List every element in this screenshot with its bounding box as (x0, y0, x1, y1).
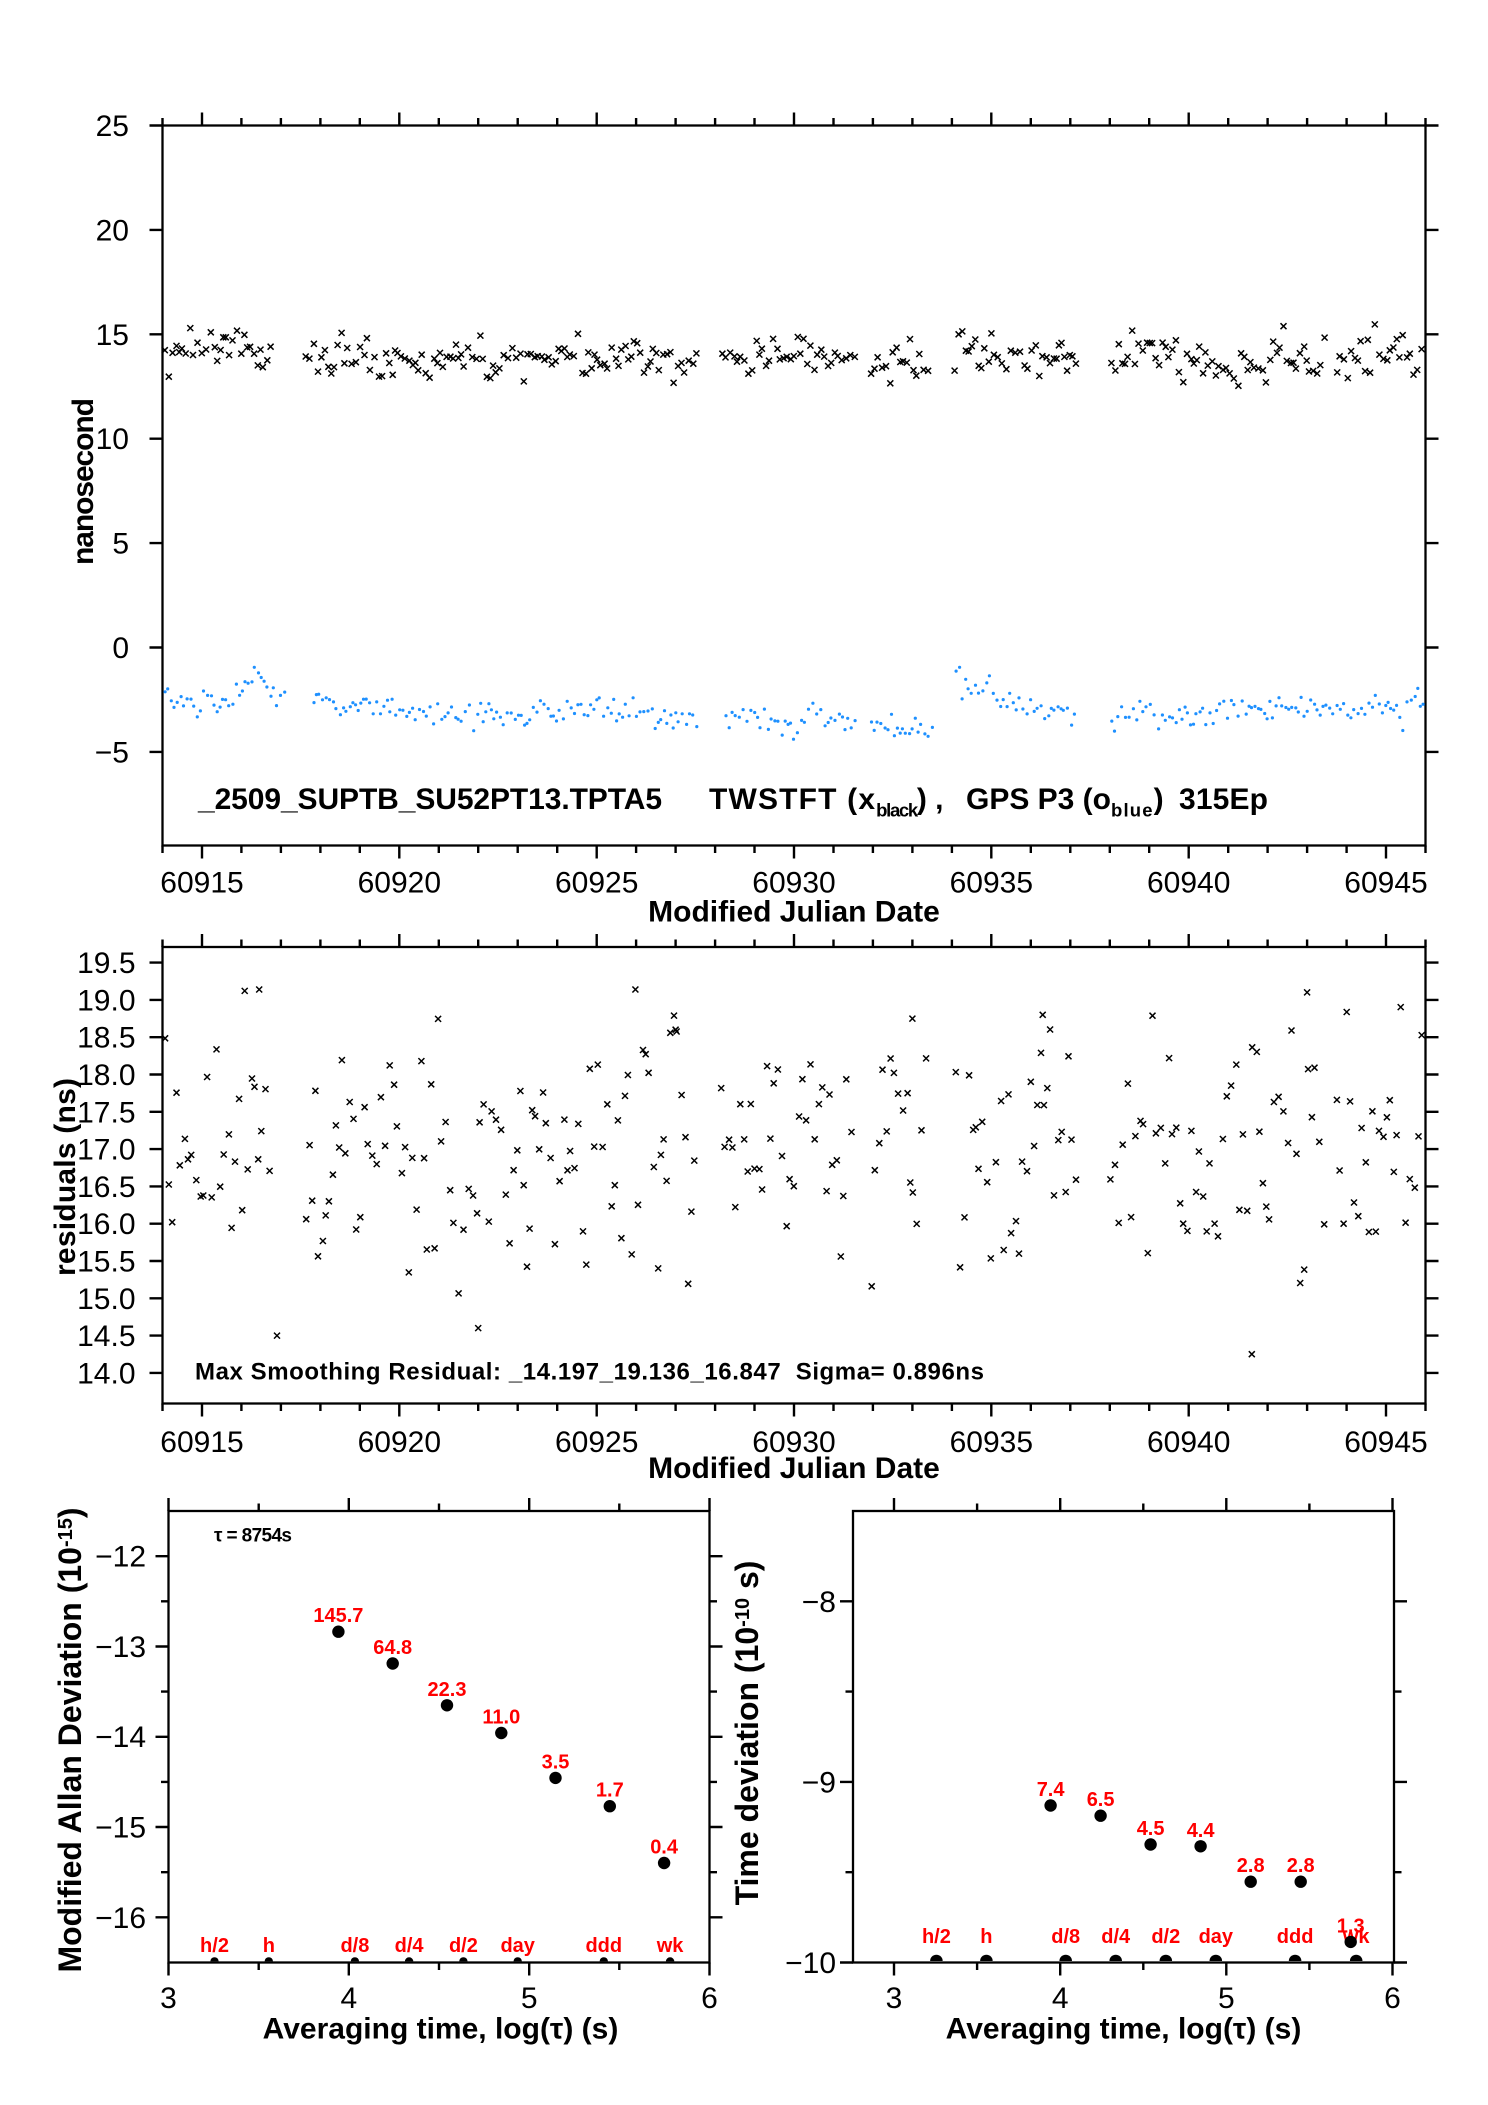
svg-text:ddd: ddd (585, 1935, 622, 1957)
svg-text:Modified Julian Date: Modified Julian Date (648, 1452, 940, 1485)
svg-text:1.3: 1.3 (1337, 1915, 1365, 1937)
svg-text:3.5: 3.5 (542, 1751, 570, 1773)
svg-text:h/2: h/2 (200, 1935, 229, 1957)
svg-text:h/2: h/2 (922, 1926, 951, 1948)
svg-text:145.7: 145.7 (313, 1605, 363, 1627)
svg-text:2.8: 2.8 (1237, 1855, 1265, 1877)
svg-text:60945: 60945 (1344, 867, 1427, 900)
svg-text:residuals (ns): residuals (ns) (49, 1078, 82, 1276)
svg-text:60925: 60925 (555, 1426, 638, 1459)
svg-text:d/4: d/4 (1101, 1926, 1131, 1948)
svg-text:14.5: 14.5 (77, 1320, 135, 1353)
svg-text:7.4: 7.4 (1037, 1779, 1066, 1801)
svg-text:h: h (263, 1935, 275, 1957)
svg-text:d/4: d/4 (395, 1935, 425, 1957)
svg-text:−5: −5 (95, 736, 129, 769)
svg-text:1.7: 1.7 (596, 1780, 624, 1802)
svg-text:60940: 60940 (1147, 867, 1230, 900)
svg-text:60915: 60915 (160, 867, 243, 900)
svg-text:25: 25 (96, 110, 129, 143)
svg-text:4.5: 4.5 (1137, 1818, 1165, 1840)
svg-text:wk: wk (656, 1935, 685, 1957)
svg-text:18.5: 18.5 (77, 1022, 135, 1055)
svg-text:−15: −15 (95, 1812, 146, 1845)
svg-text:4.4: 4.4 (1187, 1820, 1216, 1842)
svg-text:60915: 60915 (160, 1426, 243, 1459)
svg-text:−12: −12 (95, 1541, 146, 1574)
svg-text:60925: 60925 (555, 867, 638, 900)
svg-text:60940: 60940 (1147, 1426, 1230, 1459)
svg-text:15: 15 (96, 319, 129, 352)
svg-text:15.5: 15.5 (77, 1246, 135, 1279)
svg-text:Averaging time, log(τ) (s): Averaging time, log(τ) (s) (946, 2013, 1302, 2046)
svg-text:−10: −10 (785, 1947, 836, 1980)
svg-text:60935: 60935 (950, 1426, 1033, 1459)
svg-text:16.5: 16.5 (77, 1171, 135, 1204)
svg-text:6: 6 (1384, 1982, 1401, 2015)
svg-text:60945: 60945 (1344, 1426, 1427, 1459)
svg-text:19.0: 19.0 (77, 984, 135, 1017)
svg-text:4: 4 (1052, 1982, 1069, 2015)
svg-text:17.5: 17.5 (77, 1096, 135, 1129)
svg-text:6: 6 (701, 1982, 718, 2015)
svg-text:15.0: 15.0 (77, 1283, 135, 1316)
svg-text:d/8: d/8 (340, 1935, 369, 1957)
svg-text:GPS P3 (oblue): GPS P3 (oblue) (966, 783, 1164, 821)
svg-text:19.5: 19.5 (77, 947, 135, 980)
svg-text:60930: 60930 (752, 1426, 835, 1459)
svg-text:5: 5 (1218, 1982, 1235, 2015)
svg-text:5: 5 (521, 1982, 538, 2015)
svg-text:−9: −9 (802, 1766, 836, 1799)
svg-text:day: day (1199, 1926, 1234, 1948)
svg-text:3: 3 (160, 1982, 177, 2015)
svg-text:315Ep: 315Ep (1179, 783, 1268, 816)
svg-text:d/2: d/2 (449, 1935, 478, 1957)
svg-text:_2509_SUPTB_SU52PT13.TPTA5: _2509_SUPTB_SU52PT13.TPTA5 (197, 783, 662, 816)
svg-text:16.0: 16.0 (77, 1208, 135, 1241)
svg-text:−14: −14 (95, 1721, 146, 1754)
svg-text:0.4: 0.4 (650, 1837, 679, 1859)
svg-text:τ = 8754s: τ = 8754s (214, 1526, 292, 1547)
svg-text:18.0: 18.0 (77, 1059, 135, 1092)
svg-text:−13: −13 (95, 1631, 146, 1664)
svg-text:60930: 60930 (752, 867, 835, 900)
svg-text:h: h (980, 1926, 992, 1948)
svg-text:60920: 60920 (358, 867, 441, 900)
svg-text:Modified Julian Date: Modified Julian Date (648, 895, 940, 928)
svg-text:Modified Allan Deviation (10-1: Modified Allan Deviation (10-15) (52, 1507, 88, 1972)
svg-text:ddd: ddd (1277, 1926, 1314, 1948)
svg-text:60920: 60920 (358, 1426, 441, 1459)
svg-text:Max Smoothing Residual: _14.19: Max Smoothing Residual: _14.197_19.136_1… (195, 1358, 984, 1385)
svg-text:−8: −8 (802, 1586, 836, 1619)
svg-text:day: day (500, 1935, 535, 1957)
svg-text:10: 10 (96, 423, 129, 456)
svg-text:22.3: 22.3 (428, 1679, 467, 1701)
svg-text:d/2: d/2 (1151, 1926, 1180, 1948)
svg-text:60935: 60935 (950, 867, 1033, 900)
svg-text:d/8: d/8 (1051, 1926, 1080, 1948)
svg-text:6.5: 6.5 (1087, 1789, 1115, 1811)
svg-text:TWSTFT (xblack) ,: TWSTFT (xblack) , (709, 783, 944, 821)
svg-text:3: 3 (886, 1982, 903, 2015)
svg-text:0: 0 (112, 632, 129, 665)
svg-text:2.8: 2.8 (1287, 1855, 1315, 1877)
svg-text:11.0: 11.0 (482, 1707, 520, 1729)
svg-text:Averaging time, log(τ) (s): Averaging time, log(τ) (s) (263, 2013, 619, 2046)
svg-text:14.0: 14.0 (77, 1357, 135, 1390)
svg-text:−16: −16 (95, 1902, 146, 1935)
svg-text:5: 5 (112, 528, 129, 561)
svg-text:nanosecond: nanosecond (67, 398, 100, 565)
svg-text:20: 20 (96, 214, 129, 247)
svg-text:4: 4 (340, 1982, 357, 2015)
svg-text:17.0: 17.0 (77, 1134, 135, 1167)
svg-text:64.8: 64.8 (373, 1637, 412, 1659)
